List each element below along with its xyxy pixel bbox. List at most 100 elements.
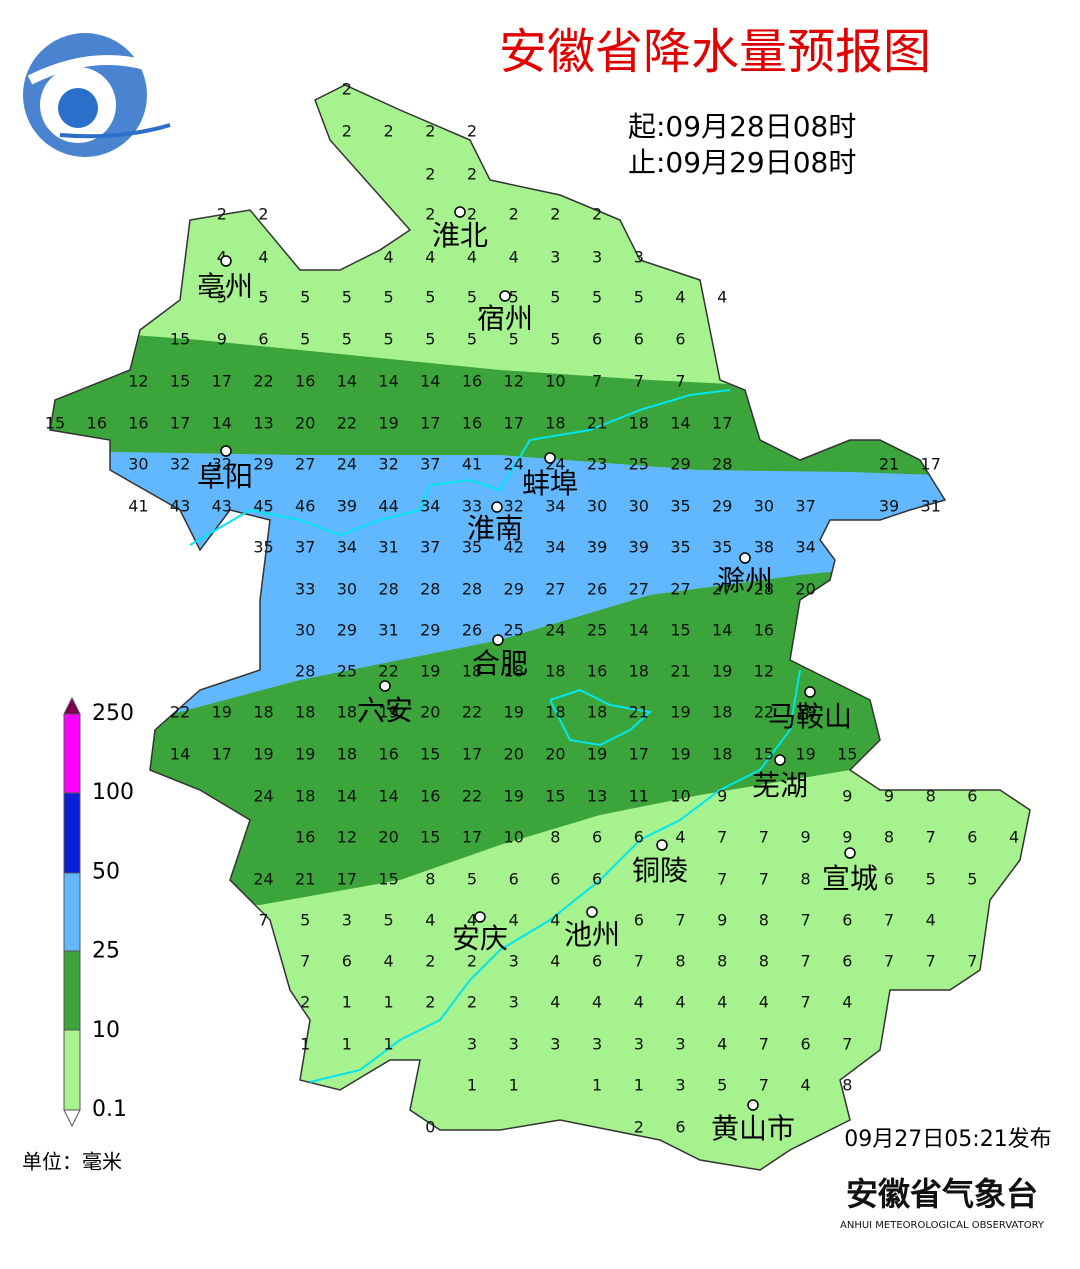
city-label: 蚌埠 (522, 467, 578, 500)
grid-value: 39 (629, 538, 649, 557)
grid-value: 24 (337, 455, 357, 474)
grid-value: 19 (253, 745, 273, 764)
grid-value: 9 (717, 911, 727, 930)
grid-value: 18 (295, 703, 315, 722)
grid-value: 16 (754, 621, 774, 640)
grid-value: 8 (801, 870, 811, 889)
grid-value: 10 (504, 828, 524, 847)
grid-value: 24 (253, 870, 273, 889)
grid-value: 4 (258, 248, 268, 267)
grid-value: 32 (170, 455, 190, 474)
grid-value: 26 (462, 621, 482, 640)
grid-value: 1 (342, 993, 352, 1012)
grid-value: 3 (342, 911, 352, 930)
grid-value: 5 (384, 288, 394, 307)
start-time: 起:09月28日08时 (628, 110, 856, 143)
grid-value: 9 (217, 330, 227, 349)
grid-value: 6 (634, 330, 644, 349)
city-dot (491, 501, 503, 513)
grid-value: 34 (420, 497, 440, 516)
grid-value: 17 (212, 372, 232, 391)
grid-value: 6 (842, 952, 852, 971)
grid-value: 20 (545, 745, 565, 764)
grid-value: 5 (342, 288, 352, 307)
grid-value: 6 (967, 828, 977, 847)
grid-value: 21 (587, 414, 607, 433)
grid-value: 8 (759, 911, 769, 930)
grid-value: 16 (587, 662, 607, 681)
grid-value: 9 (884, 787, 894, 806)
grid-value: 5 (550, 330, 560, 349)
grid-value: 25 (337, 662, 357, 681)
grid-value: 2 (467, 122, 477, 141)
grid-value: 2 (425, 165, 435, 184)
grid-value: 6 (509, 870, 519, 889)
city-dot (747, 1099, 759, 1111)
grid-value: 14 (378, 787, 398, 806)
city-dot (586, 906, 598, 918)
grid-value: 15 (837, 745, 857, 764)
grid-value: 32 (504, 497, 524, 516)
grid-value: 34 (337, 538, 357, 557)
grid-value: 4 (217, 248, 227, 267)
value-grid: 22 2 2 22 22 2 2 2 2 2 24 4 4 4 4 4 3 3 35 5 5 5 5 5 5 5 5 5 5 4 415 9 6… (45, 80, 1019, 1137)
grid-value: 18 (295, 787, 315, 806)
city-dot (544, 452, 556, 464)
grid-value: 32 (212, 455, 232, 474)
grid-value: 3 (634, 1035, 644, 1054)
grid-value: 5 (384, 330, 394, 349)
city-dot (739, 552, 751, 564)
grid-value: 4 (801, 1076, 811, 1095)
grid-value: 7 (258, 911, 268, 930)
grid-value: 25 (629, 455, 649, 474)
grid-value: 29 (504, 580, 524, 599)
grid-value: 8 (842, 1076, 852, 1095)
grid-value: 6 (592, 870, 602, 889)
grid-value: 7 (967, 952, 977, 971)
grid-value: 35 (253, 538, 273, 557)
grid-value: 27 (712, 580, 732, 599)
grid-value: 7 (675, 372, 685, 391)
grid-value: 6 (342, 952, 352, 971)
grid-value: 16 (420, 787, 440, 806)
city-dot (220, 445, 232, 457)
grid-value: 6 (592, 330, 602, 349)
grid-value: 28 (754, 580, 774, 599)
grid-value: 24 (545, 621, 565, 640)
legend-tick-label: 100 (92, 780, 134, 805)
grid-value: 7 (926, 952, 936, 971)
grid-value: 7 (300, 952, 310, 971)
grid-value: 39 (337, 497, 357, 516)
grid-value: 28 (420, 580, 440, 599)
grid-value: 18 (337, 703, 357, 722)
grid-value: 18 (545, 414, 565, 433)
grid-value: 4 (384, 952, 394, 971)
grid-value: 2 (425, 122, 435, 141)
grid-value: 7 (675, 911, 685, 930)
grid-value: 18 (253, 703, 273, 722)
grid-value: 5 (926, 870, 936, 889)
grid-value: 14 (420, 372, 440, 391)
city-dot (656, 839, 668, 851)
grid-value: 17 (420, 414, 440, 433)
grid-value: 4 (926, 911, 936, 930)
grid-value: 19 (587, 745, 607, 764)
city-label: 六安 (357, 694, 413, 727)
grid-value: 4 (842, 993, 852, 1012)
grid-value: 27 (545, 580, 565, 599)
grid-value: 18 (629, 662, 649, 681)
grid-value: 5 (217, 288, 227, 307)
grid-value: 5 (634, 288, 644, 307)
grid-value: 4 (509, 911, 519, 930)
city-label: 亳州 (197, 270, 253, 303)
grid-value: 35 (712, 538, 732, 557)
grid-value: 19 (670, 745, 690, 764)
grid-value: 2 (467, 205, 477, 224)
grid-value: 7 (884, 911, 894, 930)
grid-value: 6 (634, 911, 644, 930)
grid-value: 5 (300, 330, 310, 349)
grid-value: 31 (378, 538, 398, 557)
grid-value: 15 (45, 414, 65, 433)
city-label: 阜阳 (197, 460, 253, 493)
